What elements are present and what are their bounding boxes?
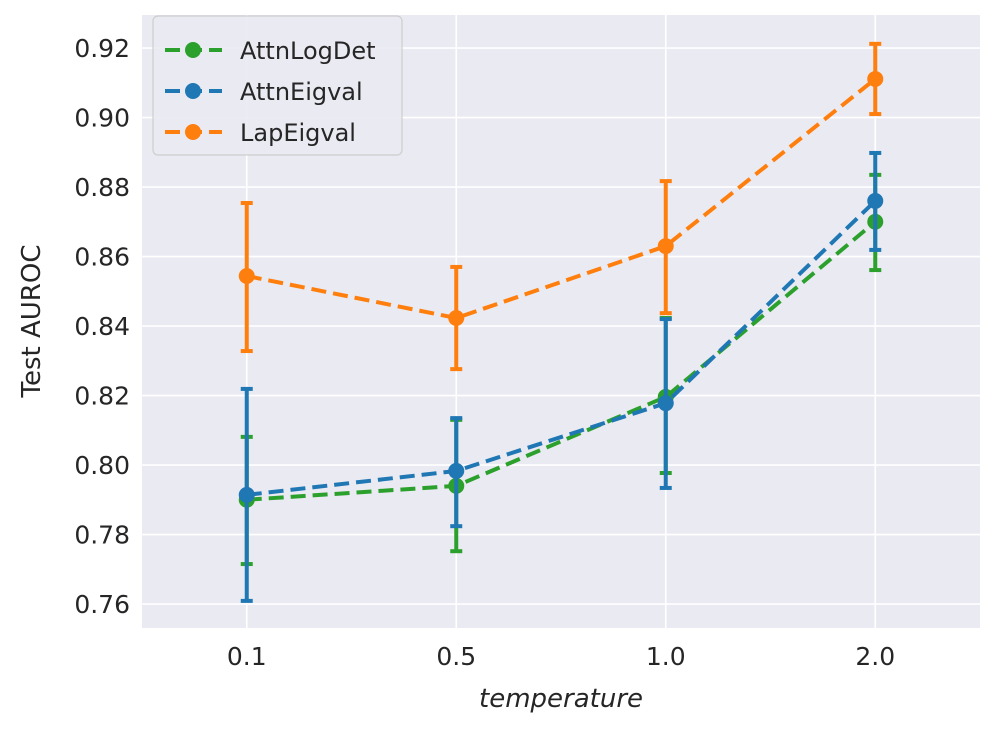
x-tick-label: 1.0 (646, 642, 686, 671)
legend-marker (185, 42, 201, 58)
legend-label: AttnEigval (240, 78, 363, 106)
y-tick-label: 0.90 (74, 104, 130, 133)
data-point (448, 310, 465, 327)
x-tick-label: 0.1 (227, 642, 267, 671)
x-tick-label: 2.0 (855, 642, 895, 671)
y-tick-label: 0.86 (74, 243, 130, 272)
y-tick-label: 0.88 (74, 173, 130, 202)
y-axis-label: Test AUROC (17, 245, 47, 399)
series-group (238, 41, 884, 603)
y-tick-label: 0.78 (74, 521, 130, 550)
y-tick-label: 0.84 (74, 312, 130, 341)
series-attneigval (238, 150, 884, 603)
legend-marker (185, 124, 201, 140)
y-tick-label: 0.80 (74, 451, 130, 480)
data-point (448, 462, 465, 479)
data-point (657, 395, 674, 412)
data-point (867, 192, 884, 209)
data-point (238, 267, 255, 284)
series-line (246, 220, 877, 502)
x-tick-label: 0.5 (436, 642, 476, 671)
series-lapeigval (238, 41, 884, 372)
data-point (657, 238, 674, 255)
legend-marker (185, 83, 201, 99)
legend: AttnLogDet AttnEigval LapEigval (152, 15, 403, 156)
series-line (246, 199, 877, 497)
y-tick-label: 0.76 (74, 590, 130, 619)
data-point (867, 70, 884, 87)
legend-label: AttnLogDet (240, 37, 376, 65)
x-tick-labels: 0.1 0.5 1.0 2.0 (227, 642, 895, 671)
x-axis-label: temperature (479, 684, 643, 714)
data-point (238, 486, 255, 503)
y-tick-labels: 0.76 0.78 0.80 0.82 0.84 0.86 0.88 0.90 0.92 (74, 34, 130, 619)
legend-label: LapEigval (240, 119, 356, 147)
y-tick-label: 0.92 (74, 34, 130, 63)
y-tick-label: 0.82 (74, 382, 130, 411)
